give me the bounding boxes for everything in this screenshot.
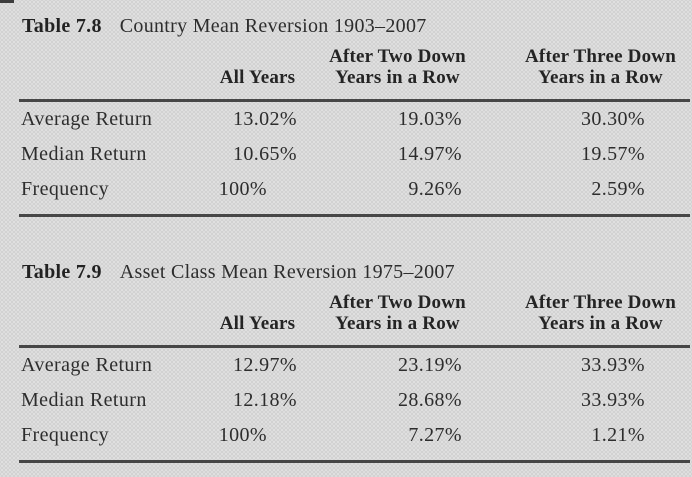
table-caption: Table 7.8 Country Mean Reversion 1903–200… xyxy=(19,15,690,37)
table-row: Average Return 13.02% 19.03% 30.30% xyxy=(19,102,690,137)
header-after-three-down-line2: Years in a Row xyxy=(538,313,663,334)
header-after-three-down-line1: After Three Down xyxy=(525,46,676,67)
cell-after-two-down: 23.19% xyxy=(397,354,462,376)
table-bottom-rule xyxy=(19,460,690,463)
header-after-two-down: After Two Down Years in a Row xyxy=(304,292,469,334)
cell-after-three-down: 2.59% xyxy=(591,178,645,200)
header-after-three-down: After Three Down Years in a Row xyxy=(469,46,690,88)
table-bottom-rule xyxy=(19,214,690,217)
cell-all-years: 12.18% xyxy=(232,389,297,411)
table-number-label: Table 7.9 xyxy=(22,261,102,283)
header-after-three-down-line2: Years in a Row xyxy=(538,67,663,88)
table-row: Average Return 12.97% 23.19% 33.93% xyxy=(19,348,690,383)
cell-after-two-down: 14.97% xyxy=(397,143,462,165)
row-label: Median Return xyxy=(21,143,147,165)
table-row: Frequency 100% 9.26% 2.59% xyxy=(19,172,690,207)
cell-after-three-down: 30.30% xyxy=(580,108,645,130)
row-label: Frequency xyxy=(21,178,110,200)
table-header-rule xyxy=(19,345,690,348)
table-header-rule xyxy=(19,99,690,102)
cell-after-three-down: 1.21% xyxy=(591,424,645,446)
header-after-two-down-line1: After Two Down xyxy=(329,292,466,313)
cell-after-two-down: 28.68% xyxy=(397,389,462,411)
table-row: Frequency 100% 7.27% 1.21% xyxy=(19,418,690,453)
table-country-mean-reversion: Table 7.8 Country Mean Reversion 1903–200… xyxy=(19,15,690,217)
table-row: Median Return 12.18% 28.68% 33.93% xyxy=(19,383,690,418)
header-after-two-down-line2: Years in a Row xyxy=(335,313,460,334)
cell-after-two-down: 7.27% xyxy=(408,424,462,446)
cell-all-years: 100% xyxy=(218,424,267,446)
header-all-years-label: All Years xyxy=(219,313,296,334)
table-caption: Table 7.9 Asset Class Mean Reversion 1975… xyxy=(19,261,690,283)
header-after-two-down-line2: Years in a Row xyxy=(335,67,460,88)
cell-after-three-down: 33.93% xyxy=(580,354,645,376)
header-after-three-down: After Three Down Years in a Row xyxy=(469,292,690,334)
table-row: Median Return 10.65% 14.97% 19.57% xyxy=(19,137,690,172)
row-label: Median Return xyxy=(21,389,147,411)
cell-after-three-down: 19.57% xyxy=(580,143,645,165)
cell-all-years: 13.02% xyxy=(232,108,297,130)
row-label: Frequency xyxy=(21,424,110,446)
row-label: Average Return xyxy=(21,354,153,376)
scan-edge-artifact xyxy=(0,0,14,3)
header-all-years: All Years xyxy=(189,313,304,334)
table-title: Asset Class Mean Reversion 1975–2007 xyxy=(119,261,455,283)
header-all-years-label: All Years xyxy=(219,67,296,88)
table-title: Country Mean Reversion 1903–2007 xyxy=(119,15,427,37)
header-all-years: All Years xyxy=(189,67,304,88)
table-header-row: All Years After Two Down Years in a Row … xyxy=(19,292,690,334)
cell-all-years: 10.65% xyxy=(232,143,297,165)
header-after-two-down-line1: After Two Down xyxy=(329,46,466,67)
cell-after-two-down: 9.26% xyxy=(408,178,462,200)
cell-after-three-down: 33.93% xyxy=(580,389,645,411)
table-header-row: All Years After Two Down Years in a Row … xyxy=(19,46,690,88)
table-asset-class-mean-reversion: Table 7.9 Asset Class Mean Reversion 1975… xyxy=(19,261,690,463)
cell-all-years: 100% xyxy=(218,178,267,200)
header-after-three-down-line1: After Three Down xyxy=(525,292,676,313)
table-number-label: Table 7.8 xyxy=(22,15,102,37)
cell-all-years: 12.97% xyxy=(232,354,297,376)
cell-after-two-down: 19.03% xyxy=(397,108,462,130)
row-label: Average Return xyxy=(21,108,153,130)
header-after-two-down: After Two Down Years in a Row xyxy=(304,46,469,88)
